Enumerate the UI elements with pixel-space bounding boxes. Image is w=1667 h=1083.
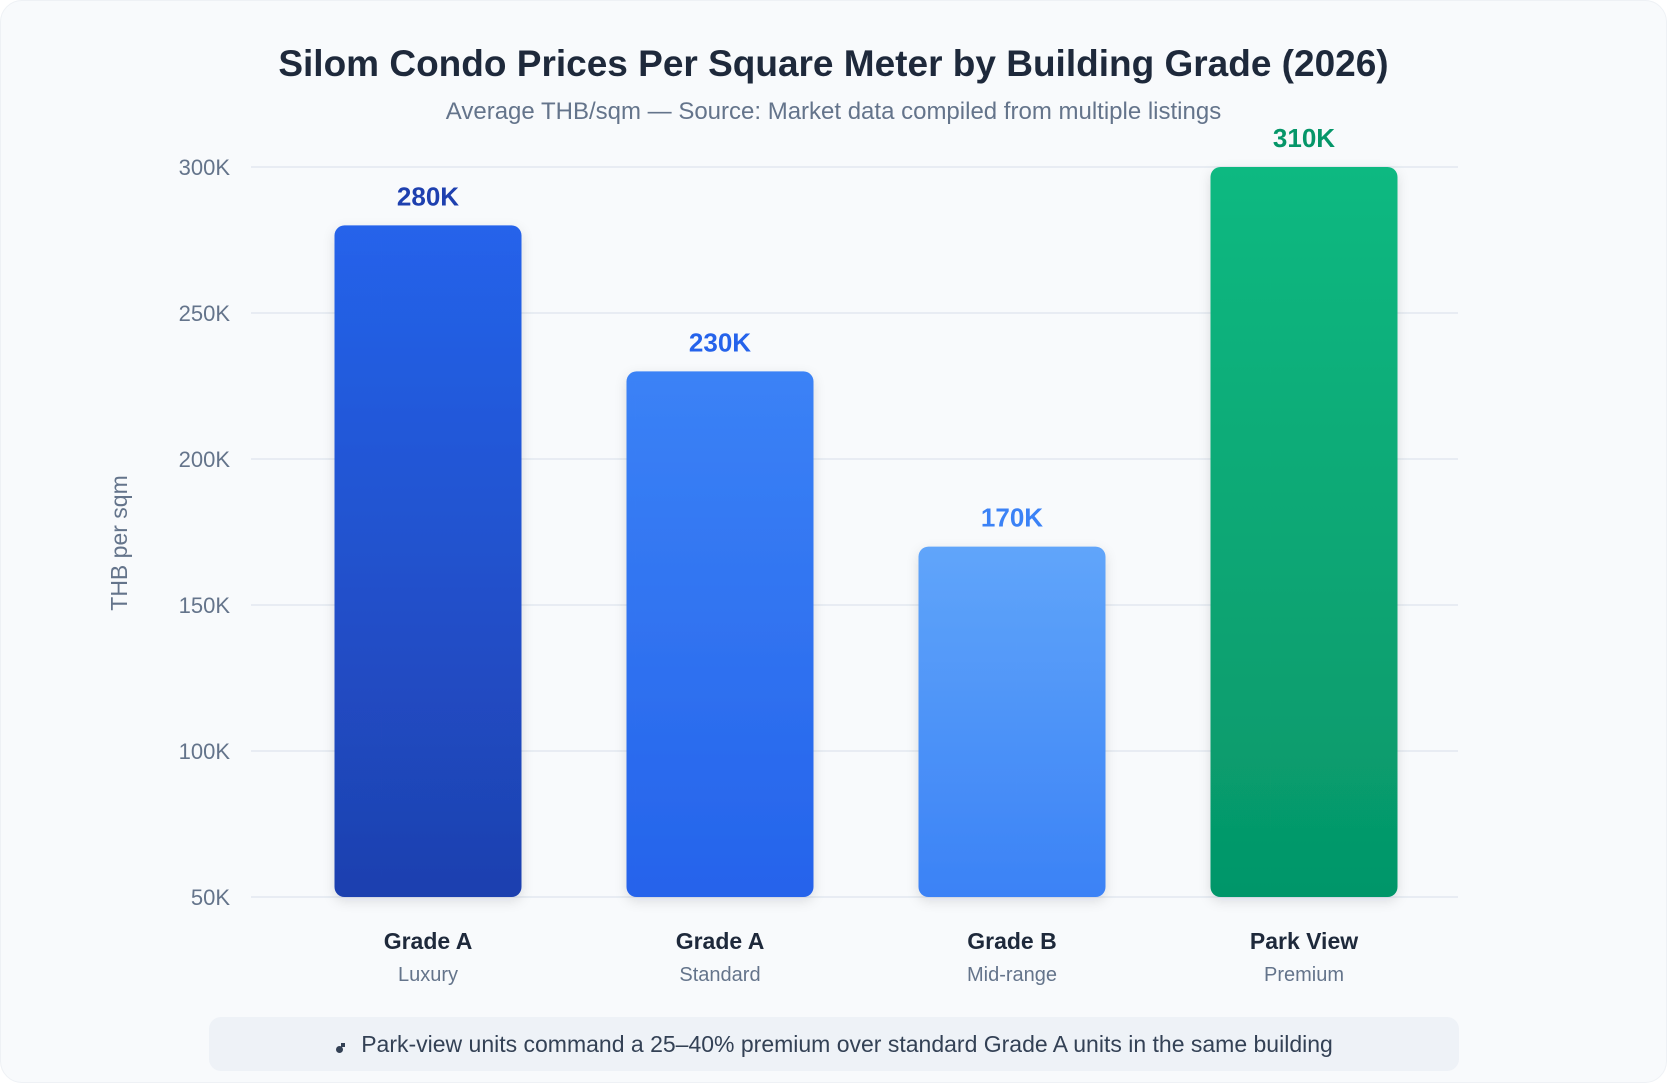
y-tick-label: 250K bbox=[179, 301, 231, 326]
bar-chart: 50K 100K 150K 200K 250K 300K THB per sqm 280K Gr… bbox=[106, 123, 1458, 986]
y-tick-label: 100K bbox=[179, 739, 231, 764]
x-tick-label: Grade B bbox=[967, 928, 1056, 954]
bar-value-label: 230K bbox=[689, 327, 751, 357]
y-tick-label: 50K bbox=[191, 885, 230, 910]
footnote-box: Park-view units command a 25–40% premium… bbox=[209, 1017, 1459, 1071]
x-tick-label: Grade A bbox=[384, 928, 473, 954]
x-tick-label: Park View bbox=[1250, 928, 1358, 954]
bar bbox=[1210, 167, 1398, 897]
footnote-text: Park-view units command a 25–40% premium… bbox=[361, 1030, 1333, 1057]
bar-value-label: 280K bbox=[397, 181, 459, 211]
x-tick-label: Grade A bbox=[676, 928, 765, 954]
x-tick-sublabel: Luxury bbox=[398, 964, 458, 986]
x-tick-sublabel: Premium bbox=[1264, 964, 1344, 986]
bar-value-label: 310K bbox=[1273, 123, 1335, 153]
y-tick-label: 150K bbox=[179, 593, 231, 618]
y-axis-label: THB per sqm bbox=[106, 475, 132, 610]
info-dot-icon bbox=[335, 1043, 347, 1055]
x-tick-sublabel: Mid-range bbox=[967, 964, 1057, 986]
bar bbox=[334, 225, 522, 897]
bar bbox=[626, 371, 814, 897]
bar-value-label: 170K bbox=[981, 503, 1043, 533]
chart-title: Silom Condo Prices Per Square Meter by B… bbox=[278, 43, 1389, 84]
chart-subtitle: Average THB/sqm — Source: Market data co… bbox=[445, 98, 1222, 125]
y-tick-label: 300K bbox=[179, 155, 231, 180]
y-tick-label: 200K bbox=[179, 447, 231, 472]
x-tick-sublabel: Standard bbox=[679, 964, 760, 986]
bar bbox=[918, 546, 1106, 897]
